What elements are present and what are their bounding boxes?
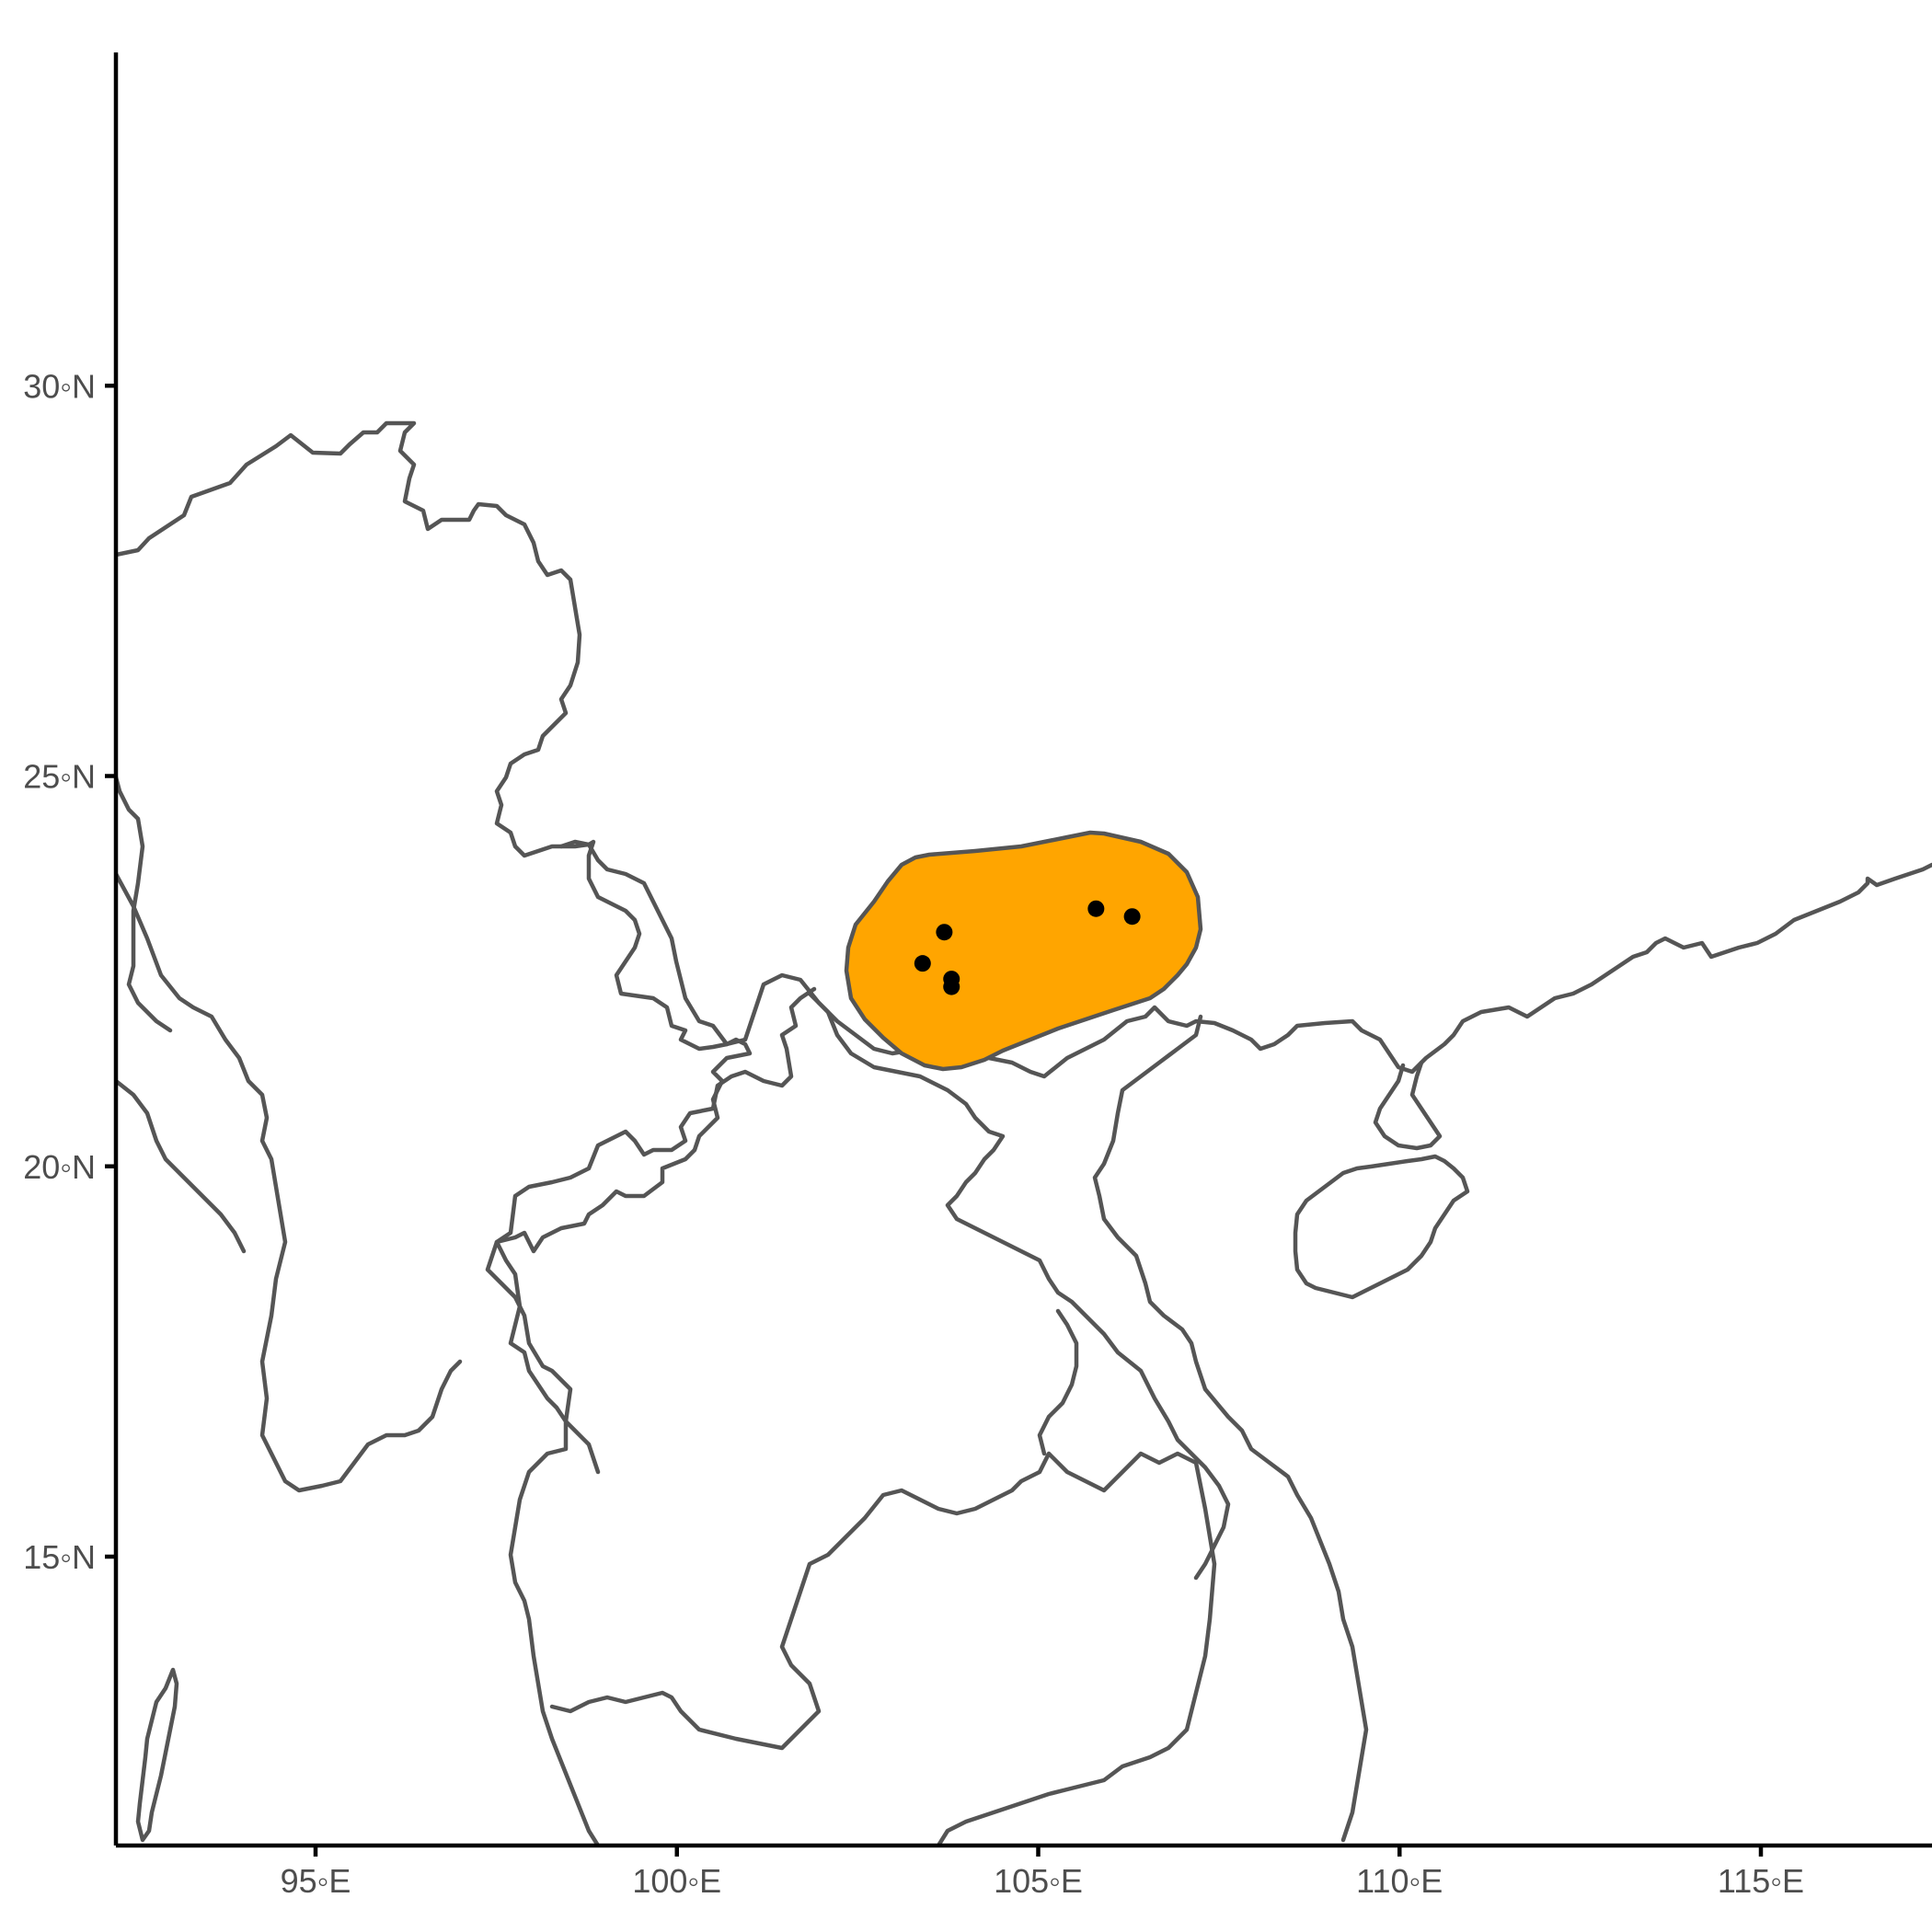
andaman-islands: [135, 1667, 179, 1843]
laos-vietnam-border: [485, 986, 1231, 1581]
myanmar-border: [116, 420, 753, 1846]
occurrence-point: [1123, 908, 1141, 926]
species-range-polygon: [844, 830, 1203, 1072]
y-tick-label: 15◦N: [23, 1538, 96, 1576]
occurrence-point: [943, 978, 960, 995]
occurrence-point: [914, 955, 931, 972]
x-tick-label: 95◦E: [281, 1862, 351, 1900]
y-tick-label: 30◦N: [23, 367, 96, 405]
y-axis-ticks: 15◦N 20◦N 25◦N 30◦N: [23, 367, 116, 1576]
vietnam-coast: [1092, 1014, 1369, 1843]
x-tick-label: 100◦E: [632, 1862, 721, 1900]
occurrence-point: [1087, 900, 1105, 917]
x-tick-label: 105◦E: [994, 1862, 1083, 1900]
x-tick-label: 110◦E: [1356, 1862, 1443, 1900]
thailand-cambodia-border: [549, 1308, 1217, 1846]
bangladesh-coast: [116, 1078, 247, 1254]
y-tick-label: 25◦N: [23, 758, 96, 796]
leizhou-coast: [1373, 1060, 1443, 1151]
china-border: [558, 839, 1932, 1079]
occurrence-points: [914, 900, 1141, 995]
india-northeast: [116, 775, 173, 1033]
x-tick-label: 115◦E: [1718, 1862, 1804, 1900]
y-tick-label: 20◦N: [23, 1148, 96, 1186]
occurrence-point: [936, 924, 953, 941]
hainan-island: [1293, 1154, 1470, 1300]
x-axis-ticks: 95◦E 100◦E 105◦E 110◦E 115◦E: [281, 1846, 1804, 1900]
